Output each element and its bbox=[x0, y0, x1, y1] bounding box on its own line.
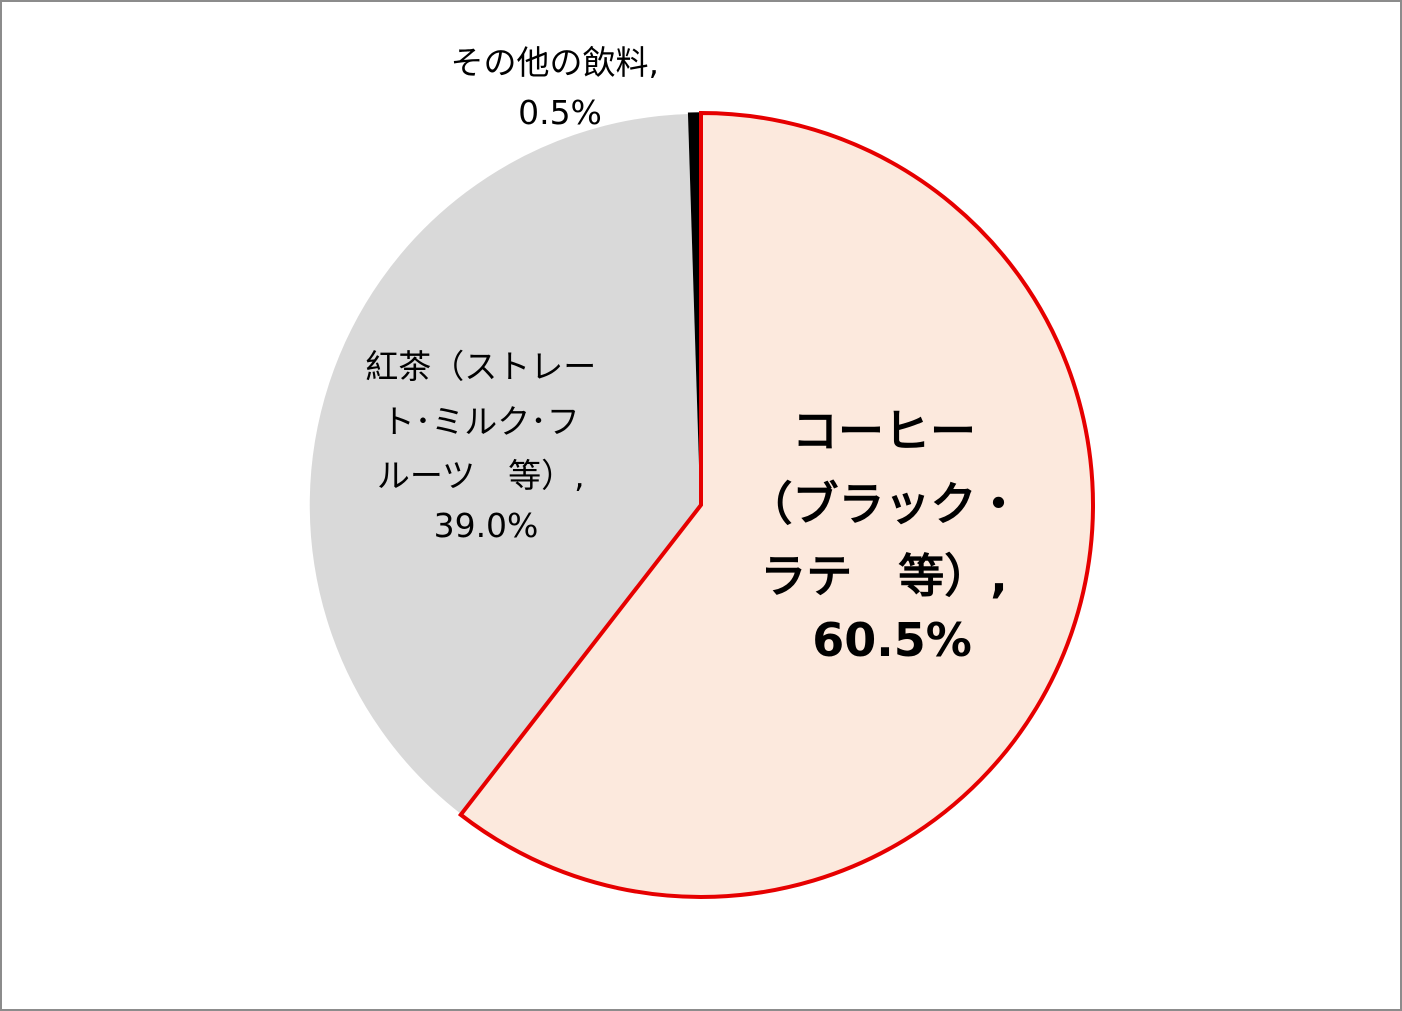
slice-label-tea-line-3: ルーツ 等）, bbox=[377, 456, 585, 495]
slice-label-coffee-value: 60.5% bbox=[812, 613, 972, 667]
slice-label-other: その他の飲料, 0.5% bbox=[451, 43, 670, 132]
slice-label-coffee-line-1: コーヒー bbox=[792, 404, 976, 458]
pie-slices bbox=[308, 110, 1095, 899]
slice-label-tea-line-1: 紅茶（ストレー bbox=[365, 347, 596, 386]
slice-label-tea-value: 39.0% bbox=[434, 506, 539, 545]
slice-label-tea: 紅茶（ストレー ト･ミルク･フ ルーツ 等）, 39.0% bbox=[365, 347, 607, 545]
slice-label-coffee: コーヒー （ブラック・ ラテ 等）, 60.5% bbox=[746, 404, 1037, 667]
slice-label-coffee-line-3: ラテ 等）, bbox=[760, 549, 1007, 603]
pie-slice-tea bbox=[308, 112, 702, 816]
slice-label-coffee-line-2: （ブラック・ bbox=[746, 477, 1021, 531]
slice-label-other-line-1: その他の飲料, bbox=[451, 43, 660, 82]
slice-label-tea-line-2: ト･ミルク･フ bbox=[382, 402, 580, 441]
slice-label-other-value: 0.5% bbox=[518, 93, 602, 132]
pie-slice-coffee bbox=[457, 110, 1095, 899]
